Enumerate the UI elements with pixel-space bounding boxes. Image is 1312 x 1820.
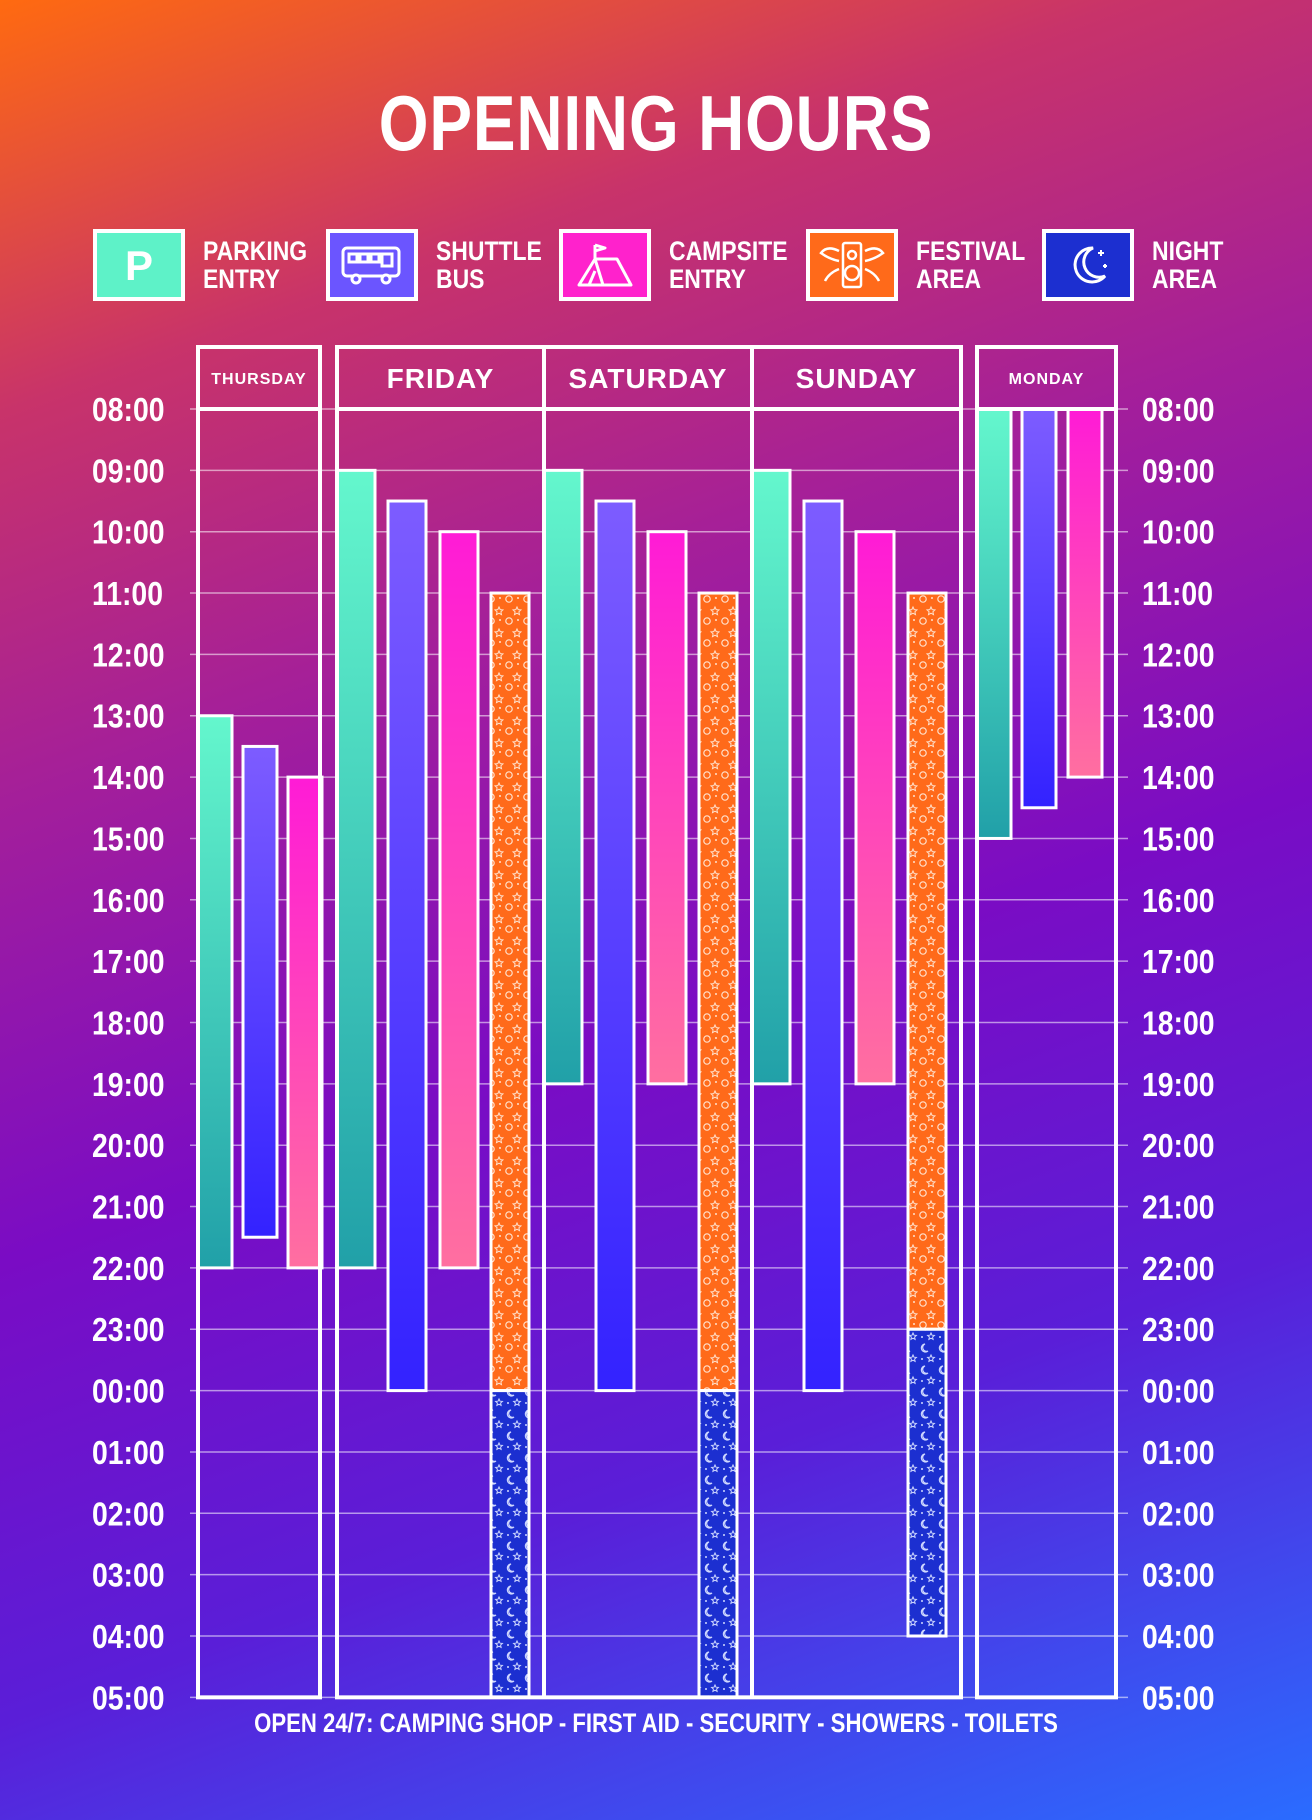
footer-note: OPEN 24/7: CAMPING SHOP - FIRST AID - SE… [254, 1708, 1058, 1738]
bar-thursday-shuttle [241, 744, 279, 1239]
day-frame [335, 345, 963, 1700]
time-tick-label: 08:00 [1142, 391, 1215, 429]
bar-friday-shuttle [386, 499, 428, 1393]
time-tick-label: 02:00 [1142, 1495, 1215, 1533]
time-tick-label: 23:00 [92, 1311, 165, 1349]
bar-sunday-night [906, 1327, 948, 1638]
legend-label: BUS [436, 264, 485, 294]
time-tick-label: 14:00 [92, 759, 165, 797]
bar-monday-shuttle [1020, 407, 1058, 810]
time-tick-label: 10:00 [1142, 514, 1215, 552]
bar-friday-festival [489, 591, 531, 1393]
time-tick-label: 04:00 [92, 1618, 165, 1656]
bar-monday-parking [975, 407, 1013, 840]
day-header-sunday: SUNDAY [796, 363, 918, 394]
time-tick-label: 00:00 [92, 1373, 165, 1411]
day-header-friday: FRIDAY [387, 363, 495, 394]
time-tick-label: 14:00 [1142, 759, 1215, 797]
svg-text:P: P [125, 242, 153, 288]
day-frame [975, 345, 1118, 1700]
legend-label: AREA [916, 264, 982, 294]
bar-sunday-festival [906, 591, 948, 1331]
bar-thursday-parking [196, 714, 234, 1270]
bar-sunday-shuttle [802, 499, 844, 1393]
time-tick-label: 15:00 [92, 820, 165, 858]
page-title: OPENING HOURS [378, 79, 934, 167]
time-tick-label: 11:00 [1142, 575, 1213, 613]
bar-saturday-parking [542, 468, 584, 1086]
time-tick-label: 01:00 [92, 1434, 165, 1472]
time-tick-label: 21:00 [1142, 1189, 1215, 1227]
bar-thursday-campsite [286, 775, 324, 1270]
legend-label: AREA [1152, 264, 1218, 294]
time-tick-label: 20:00 [1142, 1127, 1215, 1165]
time-tick-label: 18:00 [1142, 1004, 1215, 1042]
time-tick-label: 19:00 [1142, 1066, 1215, 1104]
parking-icon: P [93, 229, 185, 301]
bar-saturday-shuttle [594, 499, 636, 1393]
bar-friday-parking [335, 468, 377, 1270]
time-tick-label: 20:00 [92, 1127, 165, 1165]
legend-label: PARKING [203, 236, 308, 266]
day-header-monday: MONDAY [1009, 371, 1085, 388]
time-tick-label: 12:00 [92, 636, 165, 674]
time-tick-label: 16:00 [92, 882, 165, 920]
bar-saturday-campsite [646, 530, 688, 1086]
day-header-saturday: SATURDAY [569, 363, 728, 394]
bar-sunday-campsite [854, 530, 896, 1086]
legend-label: ENTRY [669, 264, 746, 294]
time-tick-label: 13:00 [1142, 698, 1215, 736]
time-tick-label: 12:00 [1142, 636, 1215, 674]
time-tick-label: 10:00 [92, 514, 165, 552]
legend-label: CAMPSITE [669, 236, 788, 266]
legend-label: FESTIVAL [916, 236, 1026, 266]
time-tick-label: 22:00 [1142, 1250, 1215, 1288]
time-tick-label: 21:00 [92, 1189, 165, 1227]
speaker-icon [806, 229, 898, 301]
moon-icon [1042, 229, 1134, 301]
time-tick-label: 13:00 [92, 698, 165, 736]
time-tick-label: 08:00 [92, 391, 165, 429]
legend-label: NIGHT [1152, 236, 1224, 266]
time-tick-label: 22:00 [92, 1250, 165, 1288]
time-tick-label: 00:00 [1142, 1373, 1215, 1411]
time-tick-label: 19:00 [92, 1066, 165, 1104]
time-tick-label: 15:00 [1142, 820, 1215, 858]
bar-friday-campsite [438, 530, 480, 1270]
time-tick-label: 23:00 [1142, 1311, 1215, 1349]
bar-sunday-parking [750, 468, 792, 1086]
time-tick-label: 17:00 [92, 943, 165, 981]
time-tick-label: 09:00 [1142, 452, 1215, 490]
time-tick-label: 11:00 [92, 575, 163, 613]
bus-icon [326, 229, 418, 301]
time-tick-label: 01:00 [1142, 1434, 1215, 1472]
time-tick-label: 03:00 [92, 1557, 165, 1595]
time-tick-label: 05:00 [1142, 1679, 1215, 1717]
legend-label: ENTRY [203, 264, 280, 294]
day-header-thursday: THURSDAY [211, 371, 306, 388]
time-tick-label: 04:00 [1142, 1618, 1215, 1656]
bar-monday-campsite [1066, 407, 1104, 779]
bar-saturday-night [697, 1389, 739, 1699]
bar-friday-night [489, 1389, 531, 1699]
time-tick-label: 18:00 [92, 1004, 165, 1042]
legend-label: SHUTTLE [436, 236, 542, 266]
time-tick-label: 17:00 [1142, 943, 1215, 981]
tent-icon [559, 229, 651, 301]
time-tick-label: 05:00 [92, 1679, 165, 1717]
time-tick-label: 09:00 [92, 452, 165, 490]
time-tick-label: 02:00 [92, 1495, 165, 1533]
day-frame [196, 345, 322, 1700]
time-tick-label: 03:00 [1142, 1557, 1215, 1595]
time-tick-label: 16:00 [1142, 882, 1215, 920]
bar-saturday-festival [697, 591, 739, 1393]
